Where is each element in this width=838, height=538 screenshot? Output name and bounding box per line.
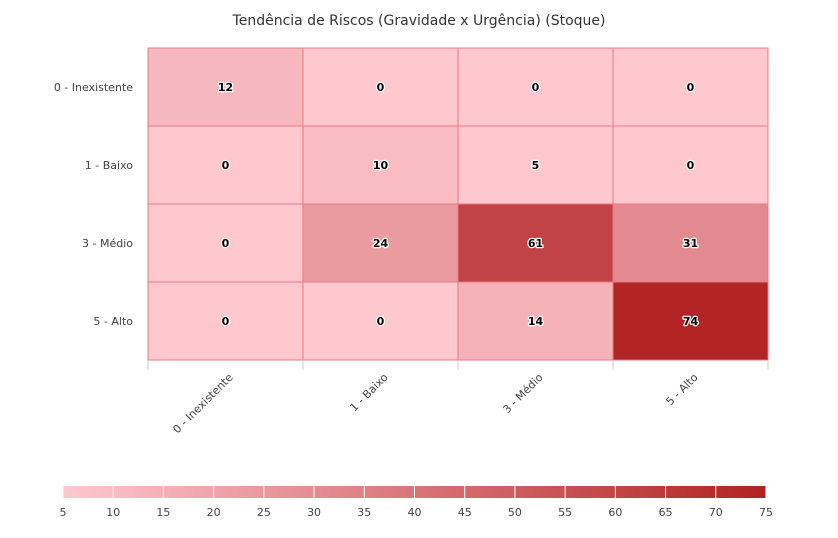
color-scale-tick-label: 20 <box>207 506 221 519</box>
color-scale-tick-label: 50 <box>508 506 522 519</box>
cell-value-label: 0 <box>687 159 695 172</box>
color-scale-tick-label: 70 <box>709 506 723 519</box>
cell-value-label: 74 <box>683 315 699 328</box>
y-axis-labels: 0 - Inexistente 1 - Baixo 3 - Médio 5 - Alt… <box>54 81 133 328</box>
heatmap-cell <box>457 47 614 127</box>
color-scale-tick-label: 35 <box>357 506 371 519</box>
x-axis: 0 - Inexistente 1 - Baixo 3 - Médio 5 - Alt… <box>147 360 769 436</box>
chart-title: Tendência de Riscos (Gravidade x Urgênci… <box>232 13 606 29</box>
heatmap-cells: 12 0 0 0 0 10 5 0 0 24 61 31 0 0 14 74 <box>147 47 769 361</box>
heatmap-cell <box>147 125 304 205</box>
cell-value-label: 61 <box>528 237 543 250</box>
heatmap-cell <box>147 281 304 361</box>
cell-value-label: 0 <box>532 81 540 94</box>
y-tick-label: 5 - Alto <box>93 315 133 328</box>
cell-value-label: 0 <box>377 81 385 94</box>
heatmap-cell <box>612 281 769 361</box>
color-scale-tick-label: 5 <box>60 506 67 519</box>
x-tick-label: 3 - Médio <box>500 371 545 416</box>
cell-value-label: 14 <box>528 315 544 328</box>
x-tick-label: 1 - Baixo <box>347 371 390 414</box>
heatmap-cell <box>612 203 769 283</box>
color-scale-tick-label: 55 <box>558 506 572 519</box>
cell-value-label: 24 <box>373 237 389 250</box>
heatmap-cell <box>147 47 304 127</box>
cell-value-label: 10 <box>373 159 389 172</box>
heatmap-cell <box>302 47 459 127</box>
heatmap-cell <box>302 125 459 205</box>
heatmap-cell <box>457 281 614 361</box>
cell-value-label: 0 <box>222 237 230 250</box>
cell-value-label: 0 <box>687 81 695 94</box>
color-scale-tick-label: 65 <box>659 506 673 519</box>
cell-value-label: 0 <box>222 315 230 328</box>
x-tick-label: 0 - Inexistente <box>170 371 235 436</box>
cell-value-label: 12 <box>218 81 233 94</box>
color-scale-tick-label: 40 <box>408 506 422 519</box>
cell-value-label: 0 <box>377 315 385 328</box>
heatmap-cell <box>302 281 459 361</box>
y-tick-label: 3 - Médio <box>82 237 133 250</box>
color-scale-tick-label: 30 <box>307 506 321 519</box>
cell-value-label: 31 <box>683 237 698 250</box>
color-legend: 5 10 15 20 25 30 35 40 45 50 55 60 65 70 75 <box>60 486 773 519</box>
color-scale-tick-label: 10 <box>106 506 120 519</box>
color-scale-tick-label: 15 <box>156 506 170 519</box>
heatmap-cell <box>612 125 769 205</box>
heatmap-cell <box>612 47 769 127</box>
color-scale-tick-label: 45 <box>458 506 472 519</box>
y-tick-label: 1 - Baixo <box>85 159 133 172</box>
color-scale-tick-label: 25 <box>257 506 271 519</box>
y-tick-label: 0 - Inexistente <box>54 81 133 94</box>
color-scale-tick-label: 75 <box>759 506 773 519</box>
heatmap-cell <box>302 203 459 283</box>
x-tick-label: 5 - Alto <box>663 371 700 408</box>
cell-value-label: 5 <box>532 159 540 172</box>
color-scale-tick-label: 60 <box>608 506 622 519</box>
cell-value-label: 0 <box>222 159 230 172</box>
